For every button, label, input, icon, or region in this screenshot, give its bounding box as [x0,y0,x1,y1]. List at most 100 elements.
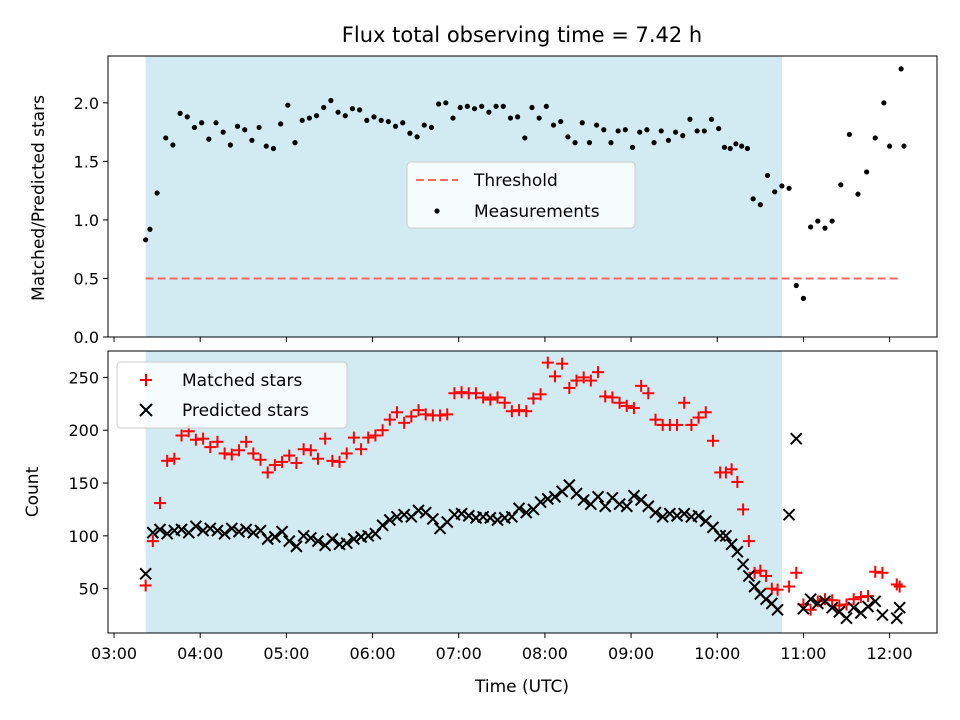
matched-star-point [649,413,662,426]
measurement-point [822,225,828,231]
predicted-star-point [649,506,662,519]
matched-star-point [584,374,597,387]
predicted-star-point [893,601,906,614]
top-axes-frame [107,55,938,338]
measurement-point [278,121,284,127]
predicted-star-point [591,490,605,503]
matched-star-point [725,463,738,476]
top-y-tick-label: 0.0 [74,328,99,347]
measurement-point [529,104,535,111]
predicted-star-point [742,569,756,583]
predicted-star-point [825,601,839,614]
matched-star-point [355,443,368,456]
predicted-star-point [455,507,468,520]
matched-star-point [390,406,403,419]
matched-star-point [232,444,245,457]
predicted-star-point [275,525,289,538]
predicted-star-point [283,534,296,548]
predicted-star-point [627,489,641,502]
measurements-series [143,66,907,301]
measurement-point [263,143,269,149]
measurement-point [687,116,693,122]
predicted-star-point [692,509,705,522]
predicted-star-point [790,432,803,445]
matched-star-point [678,396,691,409]
predicted-legend-swatch [139,403,153,417]
matched-star-point [276,455,289,468]
matched-star-point [153,497,166,510]
matched-star-point [556,357,569,370]
measurement-point [249,137,255,143]
measurement-point [206,136,212,142]
matched-star-point [642,387,655,400]
predicted-star-point [759,592,773,606]
matched-star-point [627,402,640,415]
measurement-point [872,135,878,141]
measurement-point [342,113,348,119]
measurement-point [392,123,399,129]
measurement-point [622,127,628,133]
matched-star-point [254,453,267,466]
matched-star-point [505,405,518,418]
matched-star-point [175,429,188,442]
predicted-star-point [491,513,504,527]
measurement-point [349,106,356,112]
measurement-point [479,103,485,109]
predicted-star-point [847,601,860,614]
matched-star-point [570,374,583,387]
predicted-star-point [304,531,318,545]
matched-star-point [290,456,303,469]
matched-star-point [876,566,889,579]
measurement-point [579,120,585,126]
predicted-star-point [656,510,669,524]
measurement-point [594,122,600,128]
measurement-point [154,190,160,196]
top-y-tick-label: 1.0 [74,211,99,230]
matched-star-point [197,432,210,445]
measurement-point [407,130,413,136]
predicted-star-point [713,529,727,543]
matched-star-point [890,578,903,591]
bottom-y-tick-label: 100 [68,527,99,546]
measurement-point [385,118,391,125]
matched-star-point [498,396,511,409]
matched-star-point [383,413,396,426]
matched-star-point [754,564,767,577]
predicted-star-point [153,523,167,536]
measurement-point [543,103,549,109]
measurement-point [414,134,420,140]
predicted-star-point [232,525,246,538]
measurement-point [644,127,650,133]
predicted-star-point [261,532,274,546]
matched-star-point [804,603,817,616]
matched-star-point [405,410,418,423]
measurement-point [220,129,226,135]
matched-star-point [491,391,504,404]
measurement-point [550,122,557,128]
predicted-star-point [412,504,425,517]
predicted-star-point [225,522,239,535]
predicted-star-point [297,529,310,543]
matched-star-point [168,452,181,465]
measurements-legend-swatch [434,208,440,214]
measurement-point [864,169,870,175]
measurement-point [177,110,183,116]
measurement-point [565,134,571,140]
matched-star-point [477,391,490,404]
measurement-point [808,224,814,230]
measurement-point [750,196,756,202]
measurement-point [586,140,593,146]
measurement-point [256,124,262,131]
bottom-x-tick-label: 08:00 [522,644,568,663]
measurement-point [744,145,751,152]
matched-stars-series [139,356,906,616]
matched-star-point [765,582,778,595]
matched-star-point [826,594,839,607]
predicted-star-point [861,600,875,613]
measurement-point [199,120,205,126]
matched-star-point [783,580,796,593]
predicted-star-point [290,540,303,553]
matched-star-point [161,454,174,467]
measurement-point [213,120,219,126]
measurement-point [507,115,514,121]
